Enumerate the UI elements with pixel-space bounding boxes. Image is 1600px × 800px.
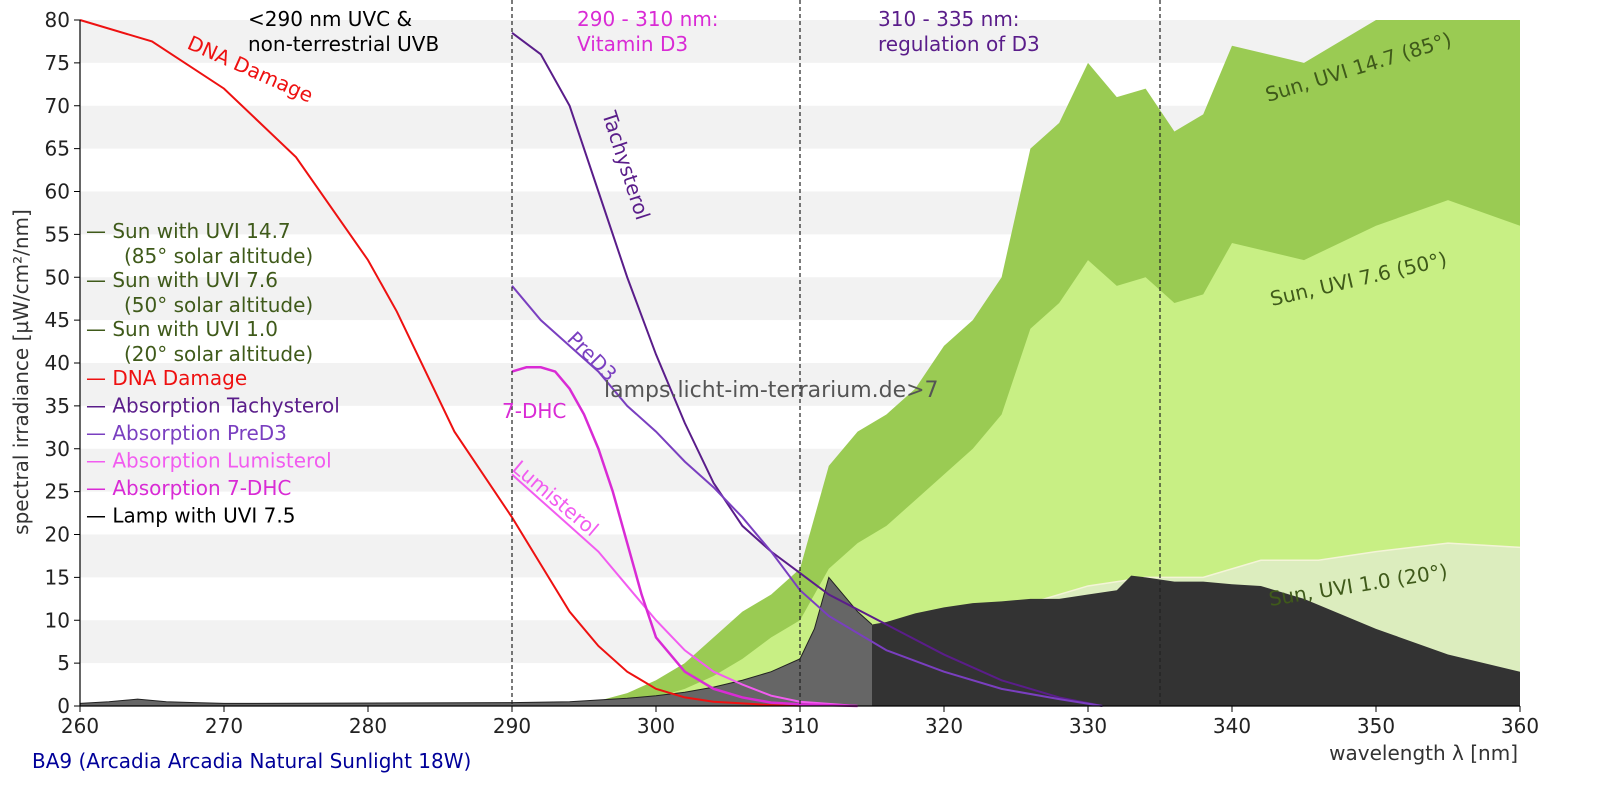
y-tick-label: 25 — [45, 480, 70, 504]
line-pred3 — [511, 285, 1103, 707]
x-tick-label: 300 — [637, 714, 675, 738]
region-label-reg-1: 310 - 335 nm: — [878, 7, 1020, 31]
x-tick-label: 280 — [349, 714, 387, 738]
y-tick-label: 40 — [45, 351, 70, 375]
legend-item-sub: (85° solar altitude) — [124, 244, 313, 268]
line-lumisterol — [511, 473, 858, 707]
region-boundaries — [511, 0, 1161, 706]
region-label-uvc-1: <290 nm UVC & — [248, 7, 412, 31]
line-tachysterol — [511, 32, 1103, 707]
legend-item: — Sun with UVI 1.0 — [86, 317, 278, 341]
absorption-curves — [79, 19, 1103, 708]
x-tick-label: 260 — [61, 714, 99, 738]
legend-item: — Absorption Lumisterol — [86, 449, 332, 473]
x-tick-label: 340 — [1213, 714, 1251, 738]
line-7dhc — [511, 366, 858, 708]
x-tick-label: 270 — [205, 714, 243, 738]
y-tick-label: 5 — [57, 651, 70, 675]
x-tick-label: 290 — [493, 714, 531, 738]
x-tick-label: 330 — [1069, 714, 1107, 738]
y-tick-label: 0 — [57, 694, 70, 718]
y-tick-label: 50 — [45, 265, 70, 289]
y-tick-label: 15 — [45, 565, 70, 589]
legend-item-sub: (20° solar altitude) — [124, 342, 313, 366]
x-axis-title: wavelength λ [nm] — [1329, 741, 1518, 765]
y-tick-label: 65 — [45, 137, 70, 161]
y-tick-label: 75 — [45, 51, 70, 75]
x-tick-label: 360 — [1501, 714, 1539, 738]
y-tick-label: 80 — [45, 8, 70, 32]
y-tick-label: 70 — [45, 94, 70, 118]
legend: — Sun with UVI 14.7(85° solar altitude)—… — [86, 219, 340, 528]
legend-item: — DNA Damage — [86, 366, 247, 390]
curve-label-7dhc: 7-DHC — [502, 399, 566, 423]
x-tick-label: 350 — [1357, 714, 1395, 738]
region-label-vitd-2: Vitamin D3 — [577, 32, 688, 56]
legend-item: — Absorption 7-DHC — [86, 476, 291, 500]
legend-item-sub: (50° solar altitude) — [124, 293, 313, 317]
legend-item: — Sun with UVI 14.7 — [86, 219, 291, 243]
legend-item: — Absorption Tachysterol — [86, 394, 340, 418]
figure-caption: BA9 (Arcadia Arcadia Natural Sunlight 18… — [32, 749, 471, 773]
x-tick-label: 310 — [781, 714, 819, 738]
y-tick-label: 30 — [45, 437, 70, 461]
region-label-reg-2: regulation of D3 — [878, 32, 1040, 56]
watermark: lamps.licht-im-terrarium.de>7 — [604, 378, 939, 403]
y-tick-label: 20 — [45, 523, 70, 547]
y-tick-label: 35 — [45, 394, 70, 418]
region-label-vitd-1: 290 - 310 nm: — [577, 7, 719, 31]
legend-item: — Lamp with UVI 7.5 — [86, 504, 295, 528]
axes: 260 270 280 290 300 310 320 330 340 350 360 0 5 10 15 2… — [45, 8, 1540, 738]
x-tick-label: 320 — [925, 714, 963, 738]
region-label-uvc-2: non-terrestrial UVB — [248, 32, 439, 56]
legend-item: — Absorption PreD3 — [86, 421, 287, 445]
legend-item: — Sun with UVI 7.6 — [86, 268, 278, 292]
y-tick-label: 10 — [45, 608, 70, 632]
y-axis-title: spectral irradiance [µW/cm²/nm] — [9, 209, 33, 535]
grid-band — [80, 20, 1520, 63]
y-tick-label: 55 — [45, 222, 70, 246]
y-tick-label: 60 — [45, 180, 70, 204]
line-dna-damage — [79, 19, 801, 707]
y-tick-label: 45 — [45, 308, 70, 332]
area-lamp-visible — [872, 575, 1520, 706]
